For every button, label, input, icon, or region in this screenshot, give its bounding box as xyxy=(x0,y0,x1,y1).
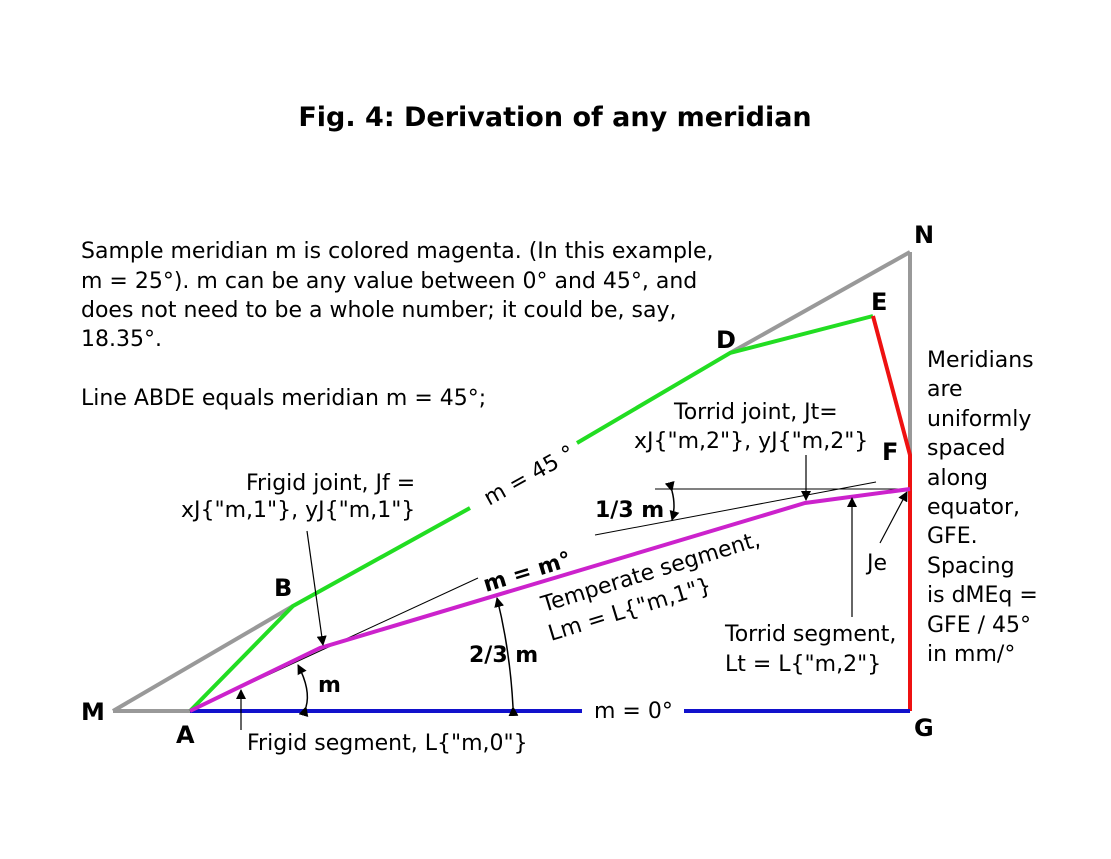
label-one-third-m: 1/3 m xyxy=(595,498,664,523)
side-note: Meridians are uniformly spaced along equ… xyxy=(927,348,1038,667)
label-torrid-segment-1: Torrid segment, xyxy=(724,622,896,647)
line-DN xyxy=(729,250,911,355)
point-E: E xyxy=(871,288,887,316)
line-MB xyxy=(111,604,295,713)
side-note-line: GFE / 45° xyxy=(927,613,1031,638)
label-frigid-segment: Frigid segment, L{"m,0"} xyxy=(247,731,528,756)
side-note-line: is dMEq = xyxy=(927,583,1038,608)
equator-line-EFG xyxy=(871,315,912,711)
point-D: D xyxy=(716,326,736,354)
label-torrid-joint-1: Torrid joint, Jt= xyxy=(673,400,838,425)
point-B: B xyxy=(274,574,292,602)
sample-meridian-m xyxy=(189,487,911,713)
side-note-line: uniformly xyxy=(927,407,1031,432)
side-note-line: Spacing xyxy=(927,554,1015,579)
description-line-5: Line ABDE equals meridian m = 45°; xyxy=(81,386,486,411)
side-note-line: along xyxy=(927,466,988,491)
label-m-0: m = 0° xyxy=(594,699,673,724)
arrow-je xyxy=(879,491,908,544)
side-note-line: spaced xyxy=(927,436,1006,461)
point-N: N xyxy=(914,221,934,249)
label-frigid-joint-2: xJ{"m,1"}, yJ{"m,1"} xyxy=(181,498,415,523)
angle-arc-one-third xyxy=(664,481,680,521)
point-F: F xyxy=(882,438,898,466)
label-m-45: m = 45 ° xyxy=(480,441,579,511)
label-two-thirds-m: 2/3 m xyxy=(469,643,538,668)
angle-arc-two-thirds xyxy=(494,597,519,717)
point-M: M xyxy=(81,698,105,726)
side-note-line: GFE. xyxy=(927,524,978,549)
side-note-line: equator, xyxy=(927,495,1020,520)
arrow-frigid-joint xyxy=(306,530,327,646)
meridian-45-lower xyxy=(188,506,471,713)
description-line-2: m = 25°). m can be any value between 0° … xyxy=(81,269,697,294)
helper-line-torrid xyxy=(594,481,877,536)
point-A: A xyxy=(176,721,195,749)
label-frigid-joint-1: Frigid joint, Jf = xyxy=(246,471,415,496)
description-block: Sample meridian m is colored magenta. (I… xyxy=(81,239,714,411)
label-torrid-joint-2: xJ{"m,2"}, yJ{"m,2"} xyxy=(634,429,868,454)
side-note-line: are xyxy=(927,377,963,402)
description-line-1: Sample meridian m is colored magenta. (I… xyxy=(81,239,714,264)
description-line-3: does not need to be a whole number; it c… xyxy=(81,298,677,323)
point-G: G xyxy=(914,714,934,742)
side-note-line: Meridians xyxy=(927,348,1034,373)
angle-arc-m xyxy=(297,664,309,718)
description-line-4: 18.35°. xyxy=(81,327,162,352)
label-je: Je xyxy=(865,551,887,576)
label-angle-m: m xyxy=(318,673,341,698)
figure-title: Fig. 4: Derivation of any meridian xyxy=(298,102,811,133)
meridian-45-upper xyxy=(575,314,874,445)
label-torrid-segment-2: Lt = L{"m,2"} xyxy=(725,652,881,677)
side-note-line: in mm/° xyxy=(927,642,1015,667)
